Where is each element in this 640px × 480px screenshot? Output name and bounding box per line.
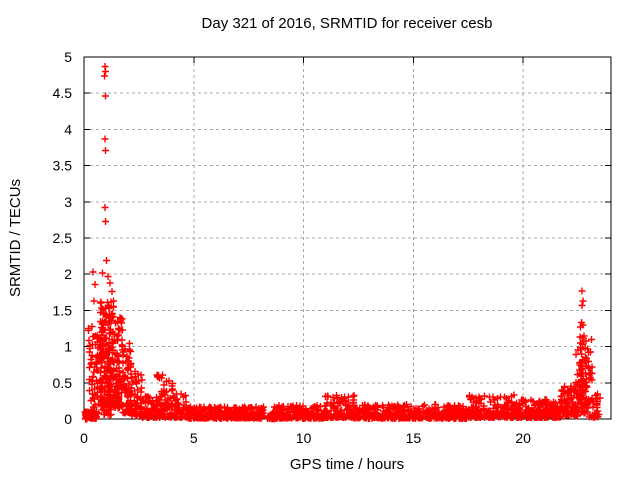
tick-labels: 0 5 10 15 20 0 0.5 1 1.5 2 2.5 3 3.5 4 4.5 5 [53, 49, 532, 446]
x-tick-label: 20 [515, 430, 531, 446]
y-tick-label: 3.5 [53, 158, 73, 174]
y-tick-label: 3 [64, 194, 72, 210]
y-tick-label: 5 [64, 49, 72, 65]
y-tick-label: 1 [64, 339, 72, 355]
scatter-points [81, 63, 604, 423]
y-axis-label: SRMTID / TECUs [7, 179, 24, 297]
data-point-markers [81, 63, 604, 423]
y-tick-label: 2 [64, 266, 72, 282]
x-tick-label: 5 [190, 430, 198, 446]
x-tick-label: 0 [80, 430, 88, 446]
y-tick-label: 0.5 [53, 375, 73, 391]
chart-title: Day 321 of 2016, SRMTID for receiver ces… [202, 15, 493, 32]
y-tick-label: 0 [64, 411, 72, 427]
x-axis-label: GPS time / hours [290, 456, 404, 473]
y-tick-label: 1.5 [53, 302, 73, 318]
x-tick-label: 15 [406, 430, 422, 446]
y-tick-label: 2.5 [53, 230, 73, 246]
x-tick-label: 10 [296, 430, 312, 446]
y-tick-label: 4 [64, 121, 72, 137]
y-tick-label: 4.5 [53, 85, 73, 101]
grid-lines [84, 57, 611, 419]
